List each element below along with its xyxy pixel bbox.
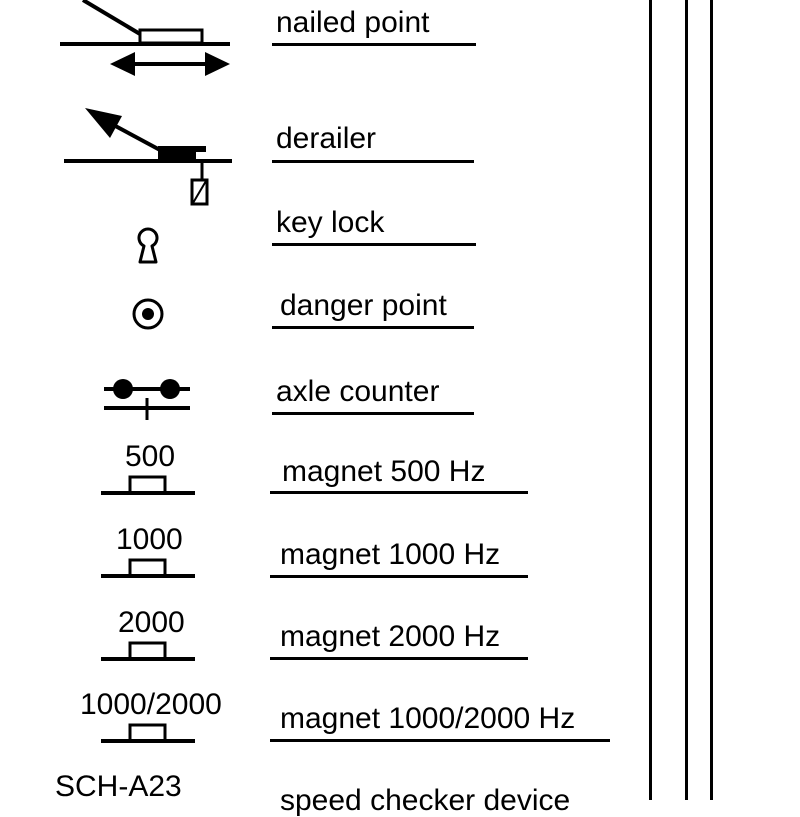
legend-label-magnet-2000: magnet 2000 Hz: [280, 620, 501, 653]
magnet-frequency-text: 500: [125, 440, 176, 473]
magnet-icon: [101, 475, 195, 495]
border-line-2: [685, 0, 688, 800]
legend-label-speed-checker: speed checker device: [280, 784, 571, 817]
legend-underline: [272, 43, 476, 46]
legend-underline: [270, 657, 528, 660]
border-line-1: [649, 0, 652, 800]
magnet-icon: [101, 641, 195, 661]
magnet-icon: [101, 723, 195, 743]
legend-label-magnet-1000: magnet 1000 Hz: [280, 538, 501, 571]
legend-underline: [272, 326, 474, 329]
legend-underline: [272, 160, 474, 163]
derailer-icon: [64, 108, 232, 206]
legend-label-key-lock: key lock: [276, 206, 385, 239]
legend-sheet: nailed point derailer key lock danger po…: [55, 0, 713, 816]
magnet-frequency-text: 2000: [118, 606, 185, 639]
legend-underline: [272, 412, 474, 415]
border-line-3: [710, 0, 713, 800]
legend-label-axle-counter: axle counter: [276, 375, 440, 408]
legend-underline: [270, 739, 610, 742]
magnet-icon: [101, 558, 195, 578]
legend-label-nailed-point: nailed point: [276, 6, 430, 39]
legend-underline: [270, 491, 528, 494]
nailed-point-icon: [60, 0, 230, 76]
magnet-frequency-text: 1000/2000: [80, 688, 222, 721]
axle-counter-icon: [104, 379, 190, 420]
legend-underline: [270, 575, 528, 578]
danger-point-icon: [132, 298, 164, 330]
speed-checker-code-text: SCH-A23: [55, 770, 182, 803]
legend-label-derailer: derailer: [276, 122, 377, 155]
key-lock-icon: [137, 227, 159, 264]
legend-label-danger-point: danger point: [280, 289, 447, 322]
magnet-frequency-text: 1000: [116, 523, 183, 556]
legend-underline: [272, 243, 476, 246]
legend-label-magnet-500: magnet 500 Hz: [282, 455, 486, 488]
legend-label-magnet-1000-2000: magnet 1000/2000 Hz: [280, 702, 576, 735]
